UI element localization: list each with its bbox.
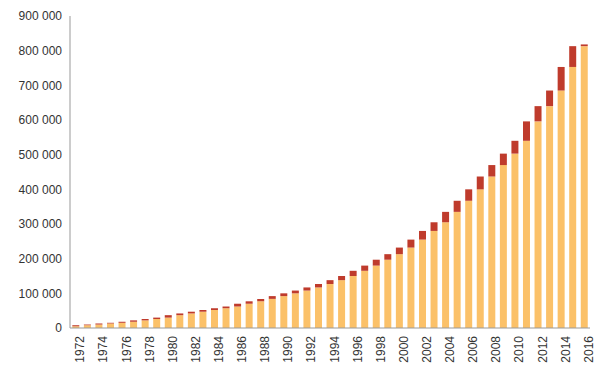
svg-text:2012: 2012 [536, 336, 550, 363]
svg-text:1994: 1994 [328, 336, 342, 363]
svg-text:800 000: 800 000 [19, 44, 63, 58]
svg-text:1972: 1972 [73, 336, 87, 363]
svg-text:2010: 2010 [512, 336, 526, 363]
svg-text:700 000: 700 000 [19, 79, 63, 93]
svg-text:1982: 1982 [189, 336, 203, 363]
svg-text:1988: 1988 [258, 336, 272, 363]
svg-text:300 000: 300 000 [19, 217, 63, 231]
svg-text:2008: 2008 [489, 336, 503, 363]
svg-text:900 000: 900 000 [19, 9, 63, 23]
svg-text:0: 0 [55, 321, 62, 335]
svg-text:1990: 1990 [281, 336, 295, 363]
svg-text:2004: 2004 [443, 336, 457, 363]
svg-text:1978: 1978 [143, 336, 157, 363]
svg-text:1974: 1974 [96, 336, 110, 363]
svg-text:1986: 1986 [235, 336, 249, 363]
svg-text:1996: 1996 [351, 336, 365, 363]
svg-text:2006: 2006 [466, 336, 480, 363]
svg-text:100 000: 100 000 [19, 287, 63, 301]
svg-text:600 000: 600 000 [19, 113, 63, 127]
svg-text:2016: 2016 [582, 336, 596, 363]
svg-text:2002: 2002 [420, 336, 434, 363]
svg-text:400 000: 400 000 [19, 183, 63, 197]
svg-text:1984: 1984 [212, 336, 226, 363]
svg-text:1998: 1998 [374, 336, 388, 363]
svg-text:2000: 2000 [397, 336, 411, 363]
svg-text:200 000: 200 000 [19, 252, 63, 266]
svg-text:2014: 2014 [559, 336, 573, 363]
svg-text:1992: 1992 [304, 336, 318, 363]
svg-text:1980: 1980 [166, 336, 180, 363]
svg-text:1976: 1976 [120, 336, 134, 363]
svg-text:500 000: 500 000 [19, 148, 63, 162]
